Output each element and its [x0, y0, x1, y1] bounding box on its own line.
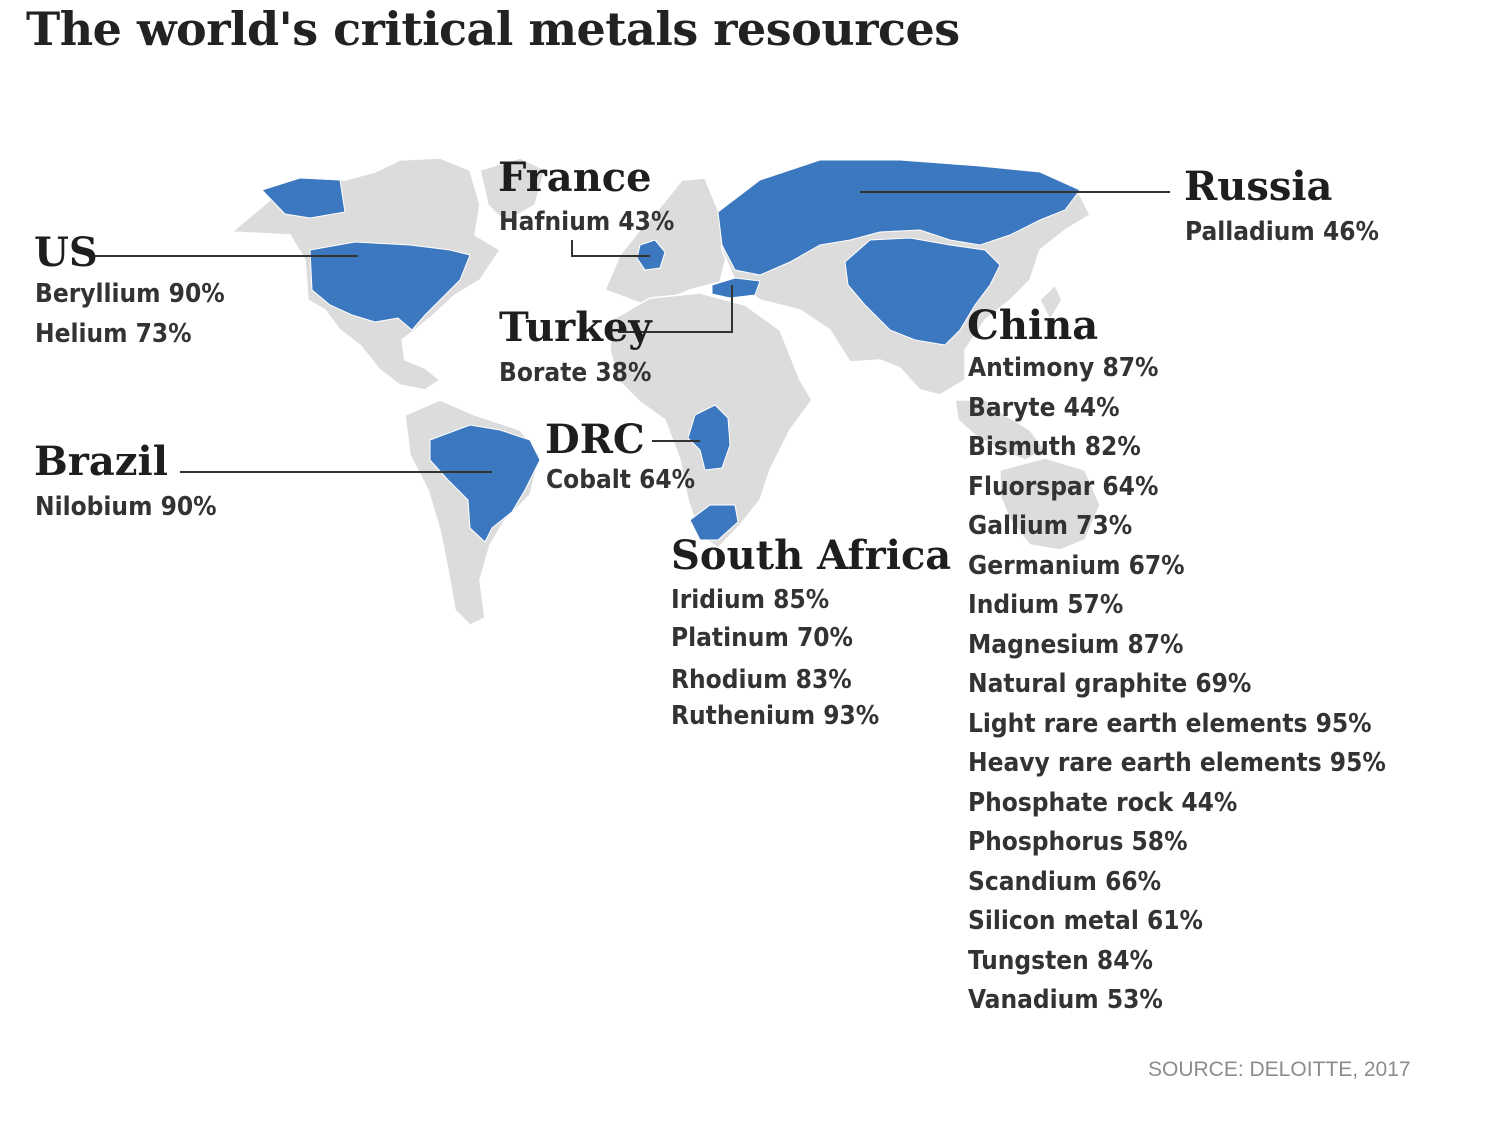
list-item: Borate 38%	[499, 358, 652, 388]
list-item: Vanadium 53%	[968, 985, 1163, 1015]
country-label-us: US	[34, 229, 98, 276]
list-item: Baryte 44%	[968, 392, 1120, 423]
country-label-south-africa: South Africa	[671, 532, 952, 579]
drc-metal-list: Cobalt 64%	[546, 467, 695, 493]
country-label-russia: Russia	[1184, 163, 1333, 210]
brazil-metal-list: Nilobium 90%	[35, 494, 217, 520]
list-item: Indium 57%	[968, 590, 1124, 620]
list-item: Magnesium 87%	[968, 629, 1184, 660]
russia-shape	[717, 159, 1081, 276]
turkey-metal-list: Borate 38%	[499, 360, 651, 386]
list-item: Natural graphite 69%	[968, 669, 1252, 699]
brazil-shape	[429, 424, 541, 543]
list-item: Iridium 85%	[671, 585, 830, 615]
australia-land	[999, 457, 1101, 551]
france-metal-list: Hafnium 43%	[499, 209, 674, 235]
greenland-land	[479, 157, 546, 223]
list-item: Fluorspar 64%	[968, 471, 1159, 502]
country-label-drc: DRC	[545, 416, 645, 463]
japan-land	[1039, 283, 1063, 322]
southeast-asia-islands	[954, 399, 1047, 461]
france-leader-line	[571, 240, 650, 257]
list-item: Nilobium 90%	[35, 492, 217, 522]
list-item: Palladium 46%	[1185, 217, 1379, 247]
alaska-shape	[261, 177, 346, 219]
list-item: Gallium 73%	[968, 511, 1133, 541]
russia-metal-list: Palladium 46%	[1185, 219, 1379, 245]
list-item: Platinum 70%	[671, 623, 853, 653]
china-metal-list: Antimony 87% Baryte 44% Bismuth 82% Fluo…	[968, 355, 1386, 1013]
list-item: Scandium 66%	[968, 866, 1162, 897]
france-shape	[636, 239, 666, 271]
us-shape	[309, 241, 471, 331]
china-shape	[844, 237, 1001, 346]
list-item: Antimony 87%	[968, 353, 1159, 383]
list-item: Bismuth 82%	[968, 432, 1141, 462]
south-africa-shape	[689, 504, 739, 541]
list-item: Phosphate rock 44%	[968, 787, 1238, 818]
list-item: Heavy rare earth elements 95%	[968, 748, 1386, 778]
turkey-leader-line	[618, 285, 733, 333]
country-label-turkey: Turkey	[499, 304, 652, 351]
list-item: Germanium 67%	[968, 550, 1185, 581]
highlighted-countries	[261, 159, 1081, 543]
list-item: Helium 73%	[35, 319, 192, 349]
list-item: Phosphorus 58%	[968, 827, 1188, 857]
us-metal-list: Beryllium 90% Helium 73%	[35, 281, 225, 347]
list-item: Cobalt 64%	[546, 465, 696, 495]
country-label-brazil: Brazil	[34, 438, 168, 485]
list-item: Beryllium 90%	[35, 279, 225, 309]
source-note: SOURCE: DELOITTE, 2017	[1148, 1058, 1411, 1081]
map-title: The world's critical metals resources	[26, 2, 960, 56]
country-label-france: France	[498, 154, 652, 201]
list-item: Silicon metal 61%	[968, 906, 1203, 936]
turkey-shape	[711, 277, 761, 299]
leader-lines	[95, 191, 1170, 473]
list-item: Light rare earth elements 95%	[968, 708, 1372, 739]
south-africa-metal-list: Iridium 85% Platinum 70% Rhodium 83% Rut…	[671, 587, 879, 729]
list-item: Rhodium 83%	[671, 665, 852, 695]
list-item: Tungsten 84%	[968, 945, 1153, 976]
country-label-china: China	[967, 302, 1099, 349]
list-item: Hafnium 43%	[499, 207, 675, 237]
list-item: Ruthenium 93%	[671, 701, 880, 731]
